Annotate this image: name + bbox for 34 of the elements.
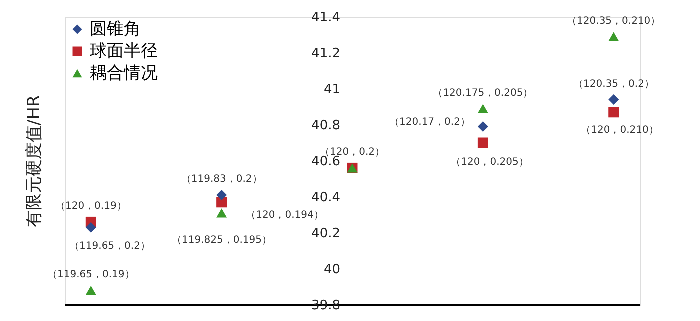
annotation: （119.65，0.19） [48,270,135,281]
y-axis-title: 有限元硬度值/HR [24,95,44,228]
point [608,107,620,118]
legend-label: 球面半径 [90,42,158,62]
annotation: （120.35，0.210） [567,16,661,27]
annotation: （120，0.205） [451,157,529,168]
point [86,286,96,296]
annotation: （120，0.210） [581,125,659,136]
y-tick-label: 40.4 [312,190,340,206]
point [216,208,228,218]
point [478,138,488,148]
point [216,190,228,200]
legend-label: 圆锥角 [90,20,141,40]
y-tick-label: 40.8 [312,118,340,134]
annotation: （120.35，0.2） [574,79,654,90]
y-tick-label: 41 [324,82,340,98]
point [608,94,620,106]
annotation: （119.65，0.2） [70,241,150,252]
legend-label: 耦合情况 [90,64,158,84]
annotation: （120.17，0.2） [390,117,470,128]
annotation: （120，0.19） [55,201,127,212]
annotation: （119.83，0.2） [181,174,262,186]
point [86,222,96,233]
annotation: （119.825，0.195） [172,235,272,246]
y-tick-label: 40.2 [312,226,340,242]
annotation: （120，0.194） [246,210,324,221]
point [478,104,488,114]
point [478,122,488,132]
y-tick-label: 40.6 [312,154,340,170]
point [608,32,620,42]
y-tick-label: 41.2 [312,46,340,62]
y-tick-label: 40 [324,262,340,278]
annotation: （120.175，0.205） [433,88,534,99]
y-tick-label: 41.4 [312,10,340,26]
